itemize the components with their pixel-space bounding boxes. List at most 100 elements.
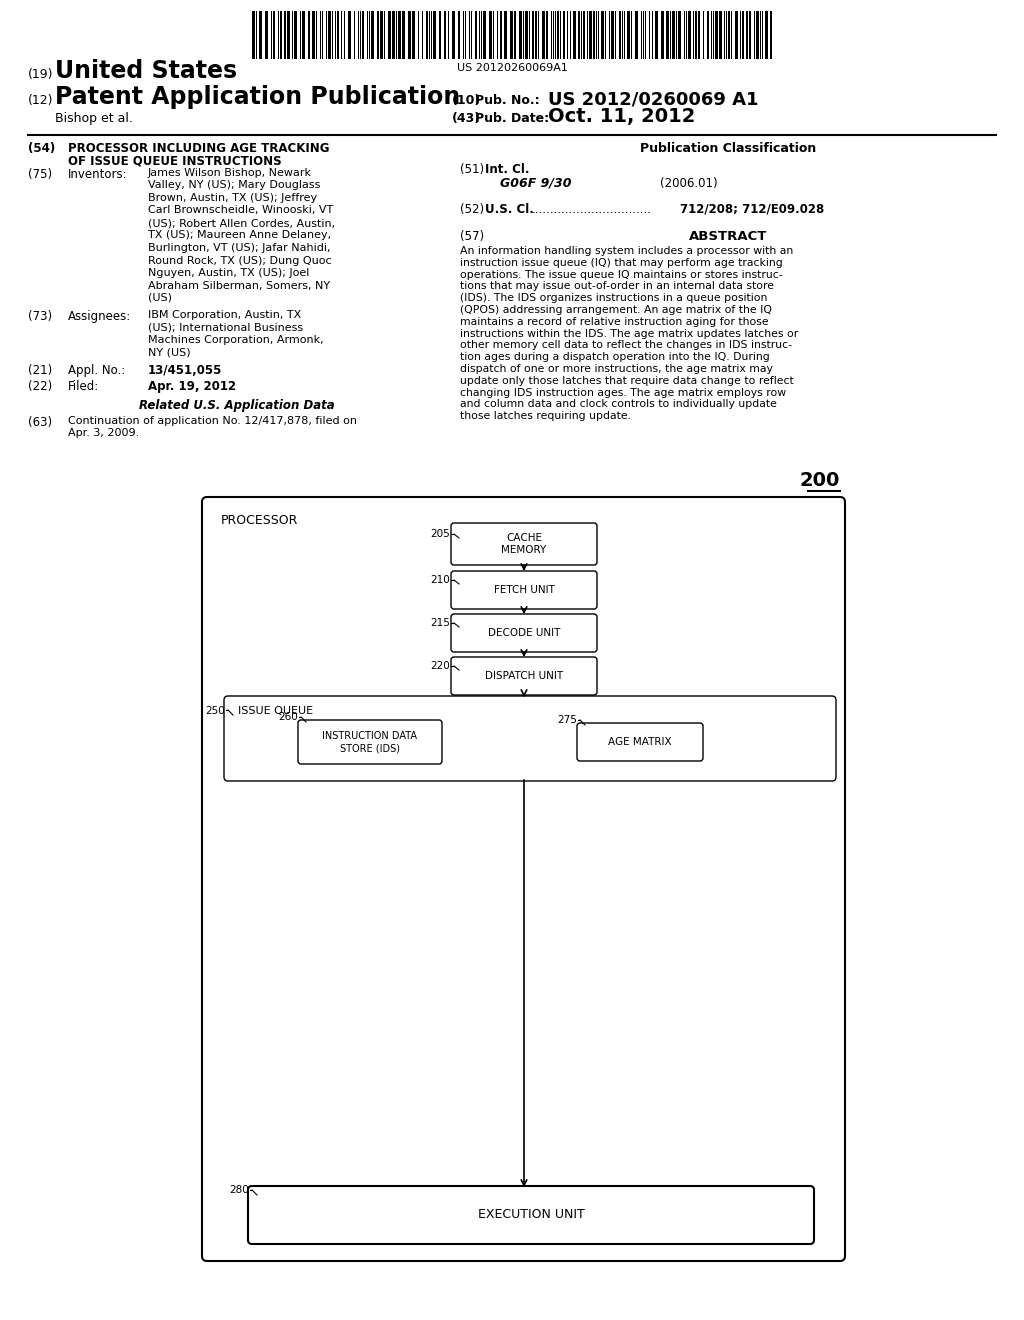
- FancyBboxPatch shape: [202, 498, 845, 1261]
- FancyBboxPatch shape: [451, 523, 597, 565]
- Bar: [519, 11, 522, 59]
- Bar: [433, 11, 436, 59]
- Bar: [688, 11, 691, 59]
- Text: Abraham Silberman, Somers, NY: Abraham Silberman, Somers, NY: [148, 281, 330, 290]
- Text: PROCESSOR: PROCESSOR: [221, 513, 298, 527]
- Text: (73): (73): [28, 310, 52, 323]
- Bar: [452, 11, 455, 59]
- Bar: [371, 11, 374, 59]
- Bar: [719, 11, 722, 59]
- Text: tion ages during a dispatch operation into the IQ. During: tion ages during a dispatch operation in…: [460, 352, 770, 362]
- Text: EXECUTION UNIT: EXECUTION UNIT: [477, 1209, 585, 1221]
- Bar: [635, 11, 638, 59]
- Text: OF ISSUE QUEUE INSTRUCTIONS: OF ISSUE QUEUE INSTRUCTIONS: [68, 154, 282, 168]
- Text: Oct. 11, 2012: Oct. 11, 2012: [548, 107, 695, 125]
- Bar: [542, 11, 545, 59]
- Text: James Wilson Bishop, Newark: James Wilson Bishop, Newark: [148, 168, 312, 178]
- Text: Int. Cl.: Int. Cl.: [485, 162, 529, 176]
- Text: Apr. 3, 2009.: Apr. 3, 2009.: [68, 429, 139, 438]
- Bar: [563, 11, 565, 59]
- Text: Related U.S. Application Data: Related U.S. Application Data: [138, 399, 334, 412]
- Bar: [380, 11, 383, 59]
- Bar: [377, 11, 379, 59]
- Bar: [280, 11, 282, 59]
- Text: (US): (US): [148, 293, 172, 304]
- Text: instruction issue queue (IQ) that may perform age tracking: instruction issue queue (IQ) that may pe…: [460, 257, 782, 268]
- Text: (52): (52): [460, 203, 484, 216]
- Bar: [439, 11, 441, 59]
- Bar: [746, 11, 748, 59]
- Bar: [589, 11, 592, 59]
- Bar: [627, 11, 630, 59]
- Bar: [265, 11, 268, 59]
- Text: Apr. 19, 2012: Apr. 19, 2012: [148, 380, 237, 393]
- Text: PROCESSOR INCLUDING AGE TRACKING: PROCESSOR INCLUDING AGE TRACKING: [68, 143, 330, 154]
- Text: FETCH UNIT: FETCH UNIT: [494, 585, 554, 595]
- Text: DISPATCH UNIT: DISPATCH UNIT: [485, 671, 563, 681]
- Bar: [402, 11, 406, 59]
- Text: (QPOS) addressing arrangement. An age matrix of the IQ: (QPOS) addressing arrangement. An age ma…: [460, 305, 772, 315]
- Text: (12): (12): [28, 94, 53, 107]
- Text: (2006.01): (2006.01): [660, 177, 718, 190]
- Bar: [514, 11, 516, 59]
- Text: IBM Corporation, Austin, TX: IBM Corporation, Austin, TX: [148, 310, 301, 319]
- Bar: [489, 11, 492, 59]
- Text: other memory cell data to reflect the changes in IDS instruc-: other memory cell data to reflect the ch…: [460, 341, 792, 350]
- Text: tions that may issue out-of-order in an internal data store: tions that may issue out-of-order in an …: [460, 281, 774, 292]
- Bar: [583, 11, 585, 59]
- Text: ................................: ................................: [532, 203, 652, 216]
- Text: AGE MATRIX: AGE MATRIX: [608, 737, 672, 747]
- Bar: [728, 11, 730, 59]
- Text: U.S. Cl.: U.S. Cl.: [485, 203, 534, 216]
- Text: update only those latches that require data change to reflect: update only those latches that require d…: [460, 376, 794, 385]
- Text: Continuation of application No. 12/417,878, filed on: Continuation of application No. 12/417,8…: [68, 416, 357, 426]
- Bar: [284, 11, 286, 59]
- Bar: [707, 11, 709, 59]
- Text: 215: 215: [430, 618, 450, 628]
- Bar: [388, 11, 391, 59]
- Text: 260: 260: [279, 711, 298, 722]
- FancyBboxPatch shape: [298, 719, 442, 764]
- Text: CACHE
MEMORY: CACHE MEMORY: [502, 533, 547, 554]
- Text: An information handling system includes a processor with an: An information handling system includes …: [460, 246, 794, 256]
- Bar: [742, 11, 744, 59]
- Bar: [618, 11, 621, 59]
- Text: (43): (43): [452, 112, 481, 125]
- Bar: [695, 11, 697, 59]
- Bar: [302, 11, 305, 59]
- Bar: [770, 11, 772, 59]
- Text: operations. The issue queue IQ maintains or stores instruc-: operations. The issue queue IQ maintains…: [460, 269, 782, 280]
- Bar: [593, 11, 595, 59]
- Text: ISSUE QUEUE: ISSUE QUEUE: [238, 706, 313, 715]
- Text: 250: 250: [205, 706, 225, 715]
- Text: US 20120260069A1: US 20120260069A1: [457, 63, 567, 73]
- Bar: [735, 11, 738, 59]
- Bar: [573, 11, 575, 59]
- Bar: [510, 11, 513, 59]
- Text: Pub. No.:: Pub. No.:: [475, 94, 540, 107]
- Text: Publication Classification: Publication Classification: [640, 143, 816, 154]
- Text: ABSTRACT: ABSTRACT: [689, 230, 767, 243]
- Text: (51): (51): [460, 162, 484, 176]
- Text: and column data and clock controls to individually update: and column data and clock controls to in…: [460, 400, 777, 409]
- Text: DECODE UNIT: DECODE UNIT: [487, 628, 560, 638]
- Bar: [601, 11, 604, 59]
- Bar: [535, 11, 537, 59]
- Text: Carl Brownscheidle, Winooski, VT: Carl Brownscheidle, Winooski, VT: [148, 206, 333, 215]
- Text: Appl. No.:: Appl. No.:: [68, 364, 125, 378]
- Bar: [426, 11, 428, 59]
- Text: instructions within the IDS. The age matrix updates latches or: instructions within the IDS. The age mat…: [460, 329, 799, 339]
- Text: changing IDS instruction ages. The age matrix employs row: changing IDS instruction ages. The age m…: [460, 388, 786, 397]
- Bar: [756, 11, 759, 59]
- Text: United States: United States: [55, 59, 238, 83]
- FancyBboxPatch shape: [451, 572, 597, 609]
- Bar: [765, 11, 768, 59]
- Bar: [408, 11, 411, 59]
- Text: (22): (22): [28, 380, 52, 393]
- Text: (21): (21): [28, 364, 52, 378]
- Text: (63): (63): [28, 416, 52, 429]
- Bar: [259, 11, 262, 59]
- Bar: [525, 11, 528, 59]
- Bar: [337, 11, 339, 59]
- Text: (IDS). The IDS organizes instructions in a queue position: (IDS). The IDS organizes instructions in…: [460, 293, 767, 304]
